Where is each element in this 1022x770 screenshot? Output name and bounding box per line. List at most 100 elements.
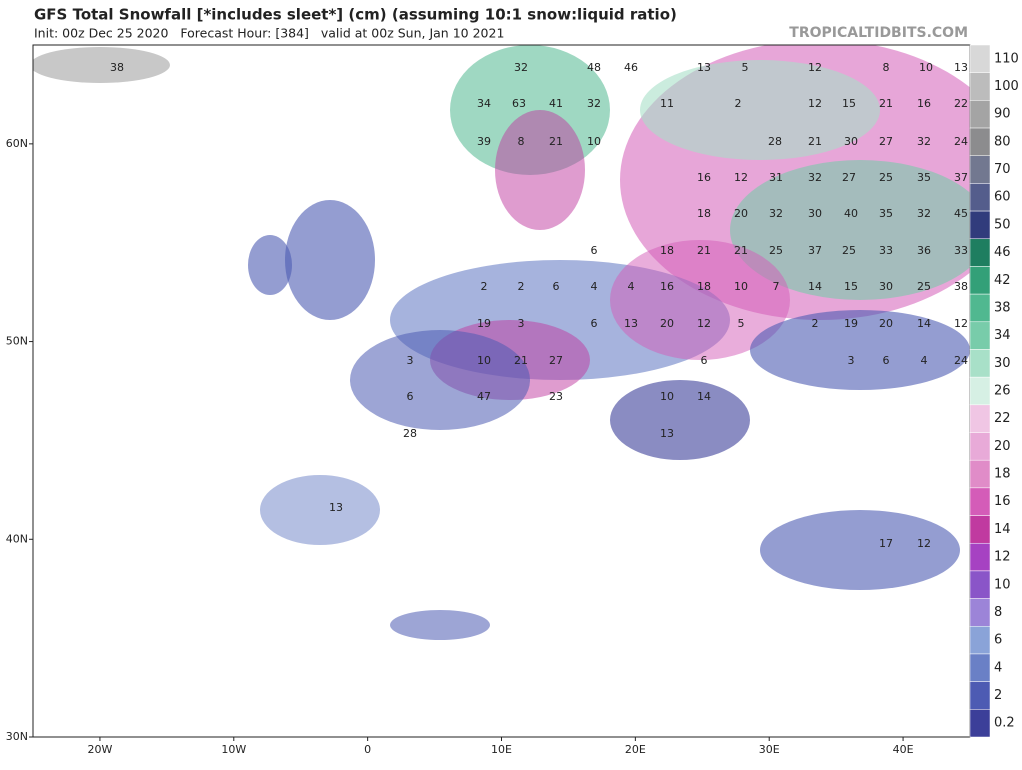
map-value-label: 39	[477, 135, 491, 148]
lon-tick-label: 20W	[87, 743, 112, 756]
map-value-label: 32	[514, 61, 528, 74]
map-value-label: 4	[591, 280, 598, 293]
map-value-label: 21	[808, 135, 822, 148]
colorbar-cell	[969, 542, 991, 572]
map-value-label: 22	[954, 97, 968, 110]
map-value-label: 3	[518, 317, 525, 330]
map-value-label: 35	[917, 171, 931, 184]
colorbar-cell	[969, 293, 991, 323]
map-value-label: 21	[549, 135, 563, 148]
lon-tick-label: 20E	[625, 743, 646, 756]
map-value-label: 5	[742, 61, 749, 74]
lon-tick-label: 10E	[491, 743, 512, 756]
colorbar-label: 8	[994, 605, 1002, 620]
colorbar-cell	[969, 72, 991, 101]
lat-tick-label: 30N	[6, 730, 28, 743]
map-value-label: 14	[697, 390, 711, 403]
colorbar-cell	[969, 432, 991, 461]
colorbar-label: 22	[994, 411, 1011, 426]
map-value-label: 36	[917, 244, 931, 257]
colorbar-label: 16	[994, 494, 1011, 509]
colorbar-cell	[969, 653, 991, 682]
colorbar-cell	[969, 155, 991, 184]
map-value-label: 46	[624, 61, 638, 74]
map-value-label: 14	[917, 317, 931, 330]
map-value-label: 32	[917, 207, 931, 220]
colorbar-label: 46	[994, 245, 1011, 260]
colorbar-cell	[969, 183, 991, 212]
map-value-label: 35	[879, 207, 893, 220]
colorbar-cell	[969, 709, 991, 738]
map-value-label: 10	[660, 390, 674, 403]
map-value-label: 6	[883, 354, 890, 367]
snow-shading	[33, 45, 970, 640]
map-value-label: 27	[842, 171, 856, 184]
colorbar-cell	[969, 127, 991, 156]
colorbar-label: 60	[994, 190, 1011, 205]
lat-tick-label: 50N	[6, 335, 28, 348]
colorbar-label: 18	[994, 467, 1011, 482]
map-value-label: 2	[735, 97, 742, 110]
map-value-label: 16	[660, 280, 674, 293]
colorbar-cell	[969, 487, 991, 516]
map-value-label: 33	[954, 244, 968, 257]
map-value-label: 6	[701, 354, 708, 367]
lon-tick-label: 30E	[759, 743, 780, 756]
colorbar-cell	[969, 404, 991, 433]
map-value-label: 18	[697, 207, 711, 220]
colorbar-cell	[969, 598, 991, 627]
map-value-label: 6	[407, 390, 414, 403]
colorbar-cell	[969, 238, 991, 267]
map-value-label: 7	[773, 280, 780, 293]
colorbar-label: 42	[994, 273, 1011, 288]
map-value-label: 12	[954, 317, 968, 330]
title: GFS Total Snowfall [*includes sleet*] (c…	[34, 6, 677, 24]
colorbar-label: 90	[994, 107, 1011, 122]
map-value-label: 32	[769, 207, 783, 220]
watermark: TROPICALTIDBITS.COM	[789, 25, 968, 41]
map-value-label: 21	[697, 244, 711, 257]
map-value-label: 12	[734, 171, 748, 184]
colorbar-label: 0.2	[994, 716, 1015, 731]
colorbar-cell	[969, 210, 991, 240]
colorbar-label: 12	[994, 550, 1011, 565]
map-value-label: 30	[879, 280, 893, 293]
map-value-label: 25	[842, 244, 856, 257]
map-value-label: 37	[808, 244, 822, 257]
map-value-label: 28	[403, 427, 417, 440]
map-value-label: 19	[477, 317, 491, 330]
lat-tick-label: 40N	[6, 532, 28, 545]
map-value-label: 19	[844, 317, 858, 330]
map-value-label: 21	[879, 97, 893, 110]
map-value-label: 16	[917, 97, 931, 110]
map-value-label: 5	[738, 317, 745, 330]
map-value-label: 40	[844, 207, 858, 220]
subtitle: Init: 00z Dec 25 2020 Forecast Hour: [38…	[34, 26, 504, 41]
colorbar-label: 38	[994, 300, 1011, 315]
map-value-label: 18	[660, 244, 674, 257]
map-value-label: 38	[110, 61, 124, 74]
colorbar-label: 2	[994, 688, 1002, 703]
map-value-label: 21	[514, 354, 528, 367]
map-value-label: 48	[587, 61, 601, 74]
map-value-label: 10	[734, 280, 748, 293]
map-value-label: 8	[883, 61, 890, 74]
colorbar-cell	[969, 349, 991, 378]
colorbar-label: 4	[994, 660, 1002, 675]
map-value-label: 6	[591, 244, 598, 257]
colorbar-cell	[969, 100, 991, 129]
map-value-label: 34	[477, 97, 491, 110]
map-value-label: 17	[879, 537, 893, 550]
map-value-label: 15	[844, 280, 858, 293]
colorbar-cell	[969, 681, 991, 710]
map-value-label: 2	[812, 317, 819, 330]
map-value-label: 12	[917, 537, 931, 550]
colorbar-label: 70	[994, 162, 1011, 177]
map-value-label: 2	[518, 280, 525, 293]
map-value-label: 24	[954, 135, 968, 148]
colorbar-cell	[969, 515, 991, 544]
map-value-label: 4	[628, 280, 635, 293]
map-value-label: 47	[477, 390, 491, 403]
map-value-label: 45	[954, 207, 968, 220]
